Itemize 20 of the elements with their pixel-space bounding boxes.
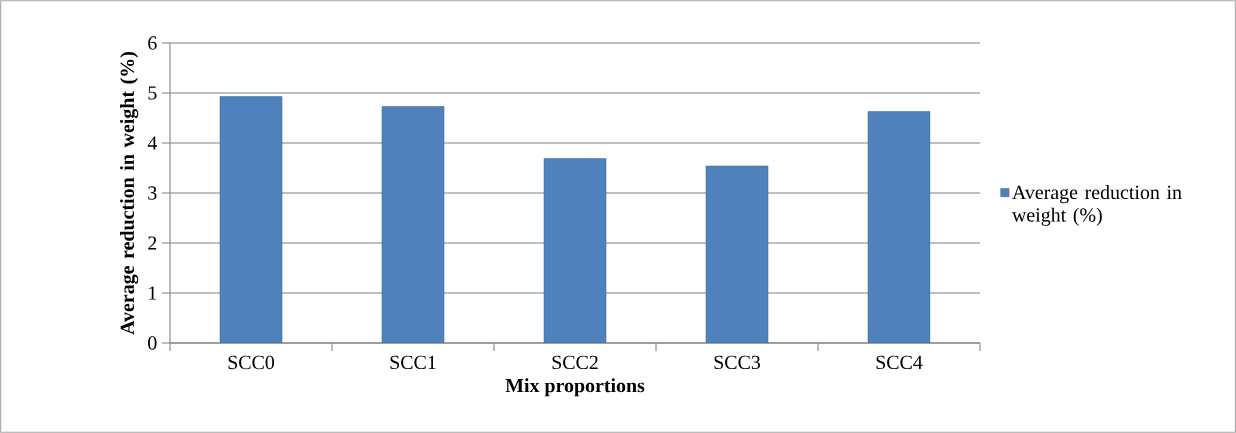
legend-label: Average reduction in weight (%): [1011, 185, 1182, 226]
y-axis-title: Average reduction in weight (%): [120, 52, 139, 335]
y-tick-label: 2: [148, 236, 157, 250]
bar: [705, 165, 769, 344]
y-tick-label: 4: [147, 136, 157, 150]
x-tick-label: SCC1: [390, 355, 436, 370]
y-tick-label: 5: [148, 86, 157, 100]
x-tick-label: SCC2: [552, 355, 598, 370]
bar: [543, 158, 607, 344]
x-tick-label: SCC4: [876, 355, 923, 370]
bar: [219, 96, 283, 344]
bar: [867, 111, 931, 344]
y-tick-label: 0: [148, 336, 157, 350]
y-tick-label: 1: [149, 286, 157, 300]
x-tick-label: SCC0: [228, 355, 275, 370]
bar: [381, 106, 445, 344]
y-tick-label: 6: [148, 36, 157, 50]
x-axis-title: Mix proportions: [505, 378, 645, 397]
y-tick-label: 3: [148, 186, 157, 200]
x-tick-label: SCC3: [714, 355, 761, 370]
